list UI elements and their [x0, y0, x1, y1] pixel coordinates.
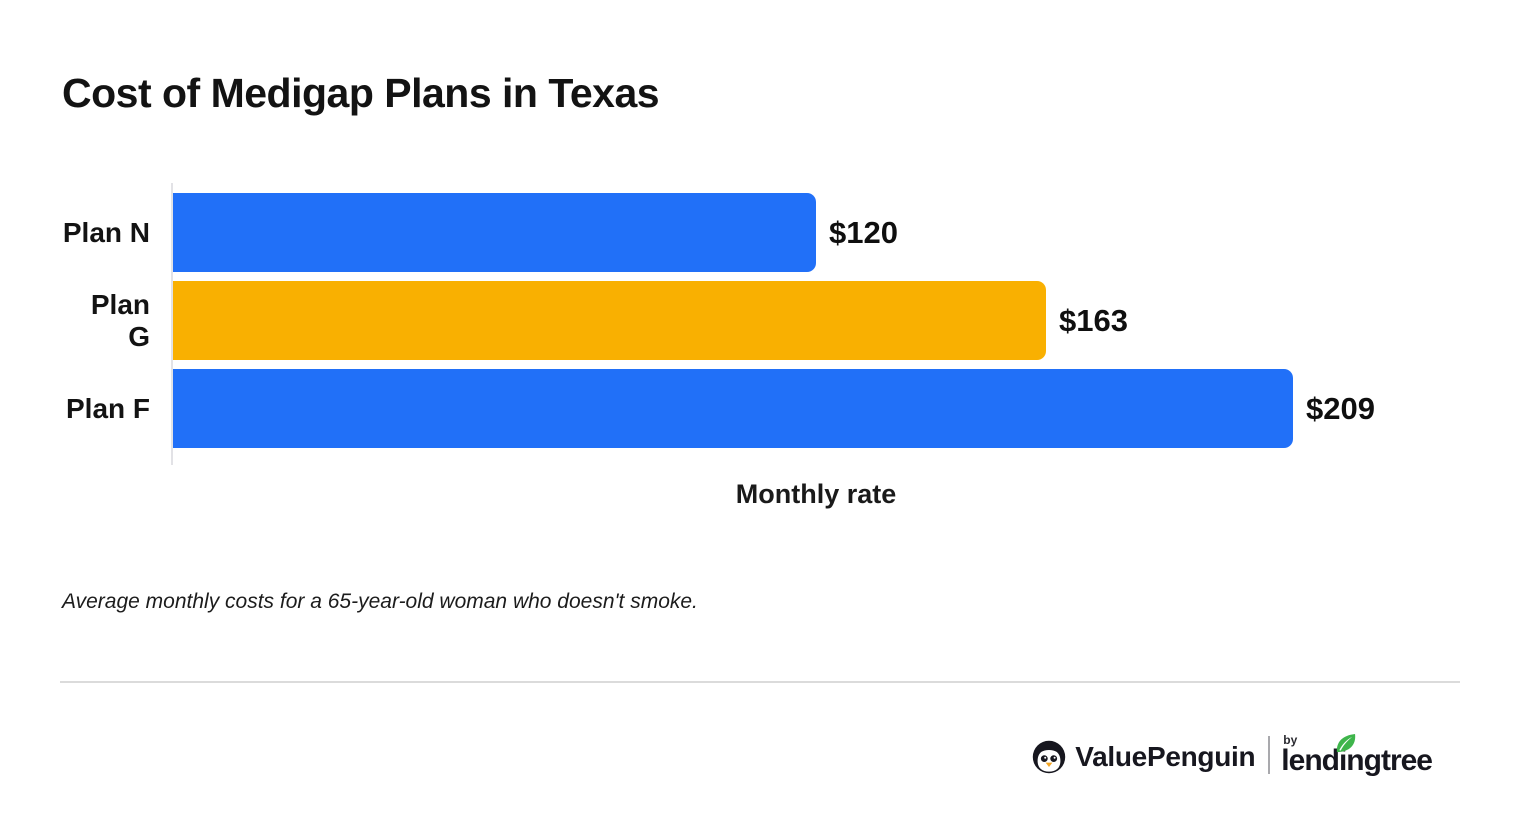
- category-label-plan-n: Plan N: [62, 216, 150, 248]
- lendingtree-logo: by lendingtree: [1281, 733, 1433, 777]
- chart-footnote: Average monthly costs for a 65-year-old …: [62, 590, 698, 613]
- value-label-plan-g: $163: [1059, 302, 1128, 338]
- lendingtree-text: lendingtree: [1281, 744, 1433, 777]
- category-label-plan-f: Plan F: [65, 392, 150, 424]
- footer-branding: ValuePenguin by lendingtree: [1032, 731, 1433, 779]
- chart-row: Plan N $120: [62, 193, 1375, 272]
- value-label-plan-f: $209: [1306, 390, 1375, 426]
- by-label: by: [1283, 733, 1298, 747]
- valuepenguin-wordmark: ValuePenguin: [1075, 741, 1256, 772]
- category-label-plan-g: Plan G: [90, 288, 150, 352]
- x-axis-label: Monthly rate: [735, 479, 897, 509]
- lendingtree-wordmark: lendingtree: [1281, 733, 1433, 777]
- chart-rows: Plan N $120 Plan G $163 Plan F $209: [62, 193, 1375, 457]
- bar-chart: Plan N $120 Plan G $163 Plan F $209 Monthly r…: [62, 183, 1482, 513]
- bar-plan-n: [173, 193, 816, 272]
- footer-divider: [60, 681, 1460, 683]
- y-axis-line: [171, 183, 173, 465]
- chart-title: Cost of Medigap Plans in Texas: [62, 70, 660, 116]
- bar-plan-f: [173, 369, 1293, 448]
- brand-separator: [1268, 736, 1271, 774]
- chart-row: Plan G $163: [62, 281, 1375, 360]
- leaf-icon: [1337, 733, 1356, 753]
- bar-plan-g: [173, 281, 1046, 360]
- value-label-plan-n: $120: [829, 214, 898, 250]
- chart-row: Plan F $209: [62, 369, 1375, 448]
- penguin-icon: [1033, 740, 1066, 774]
